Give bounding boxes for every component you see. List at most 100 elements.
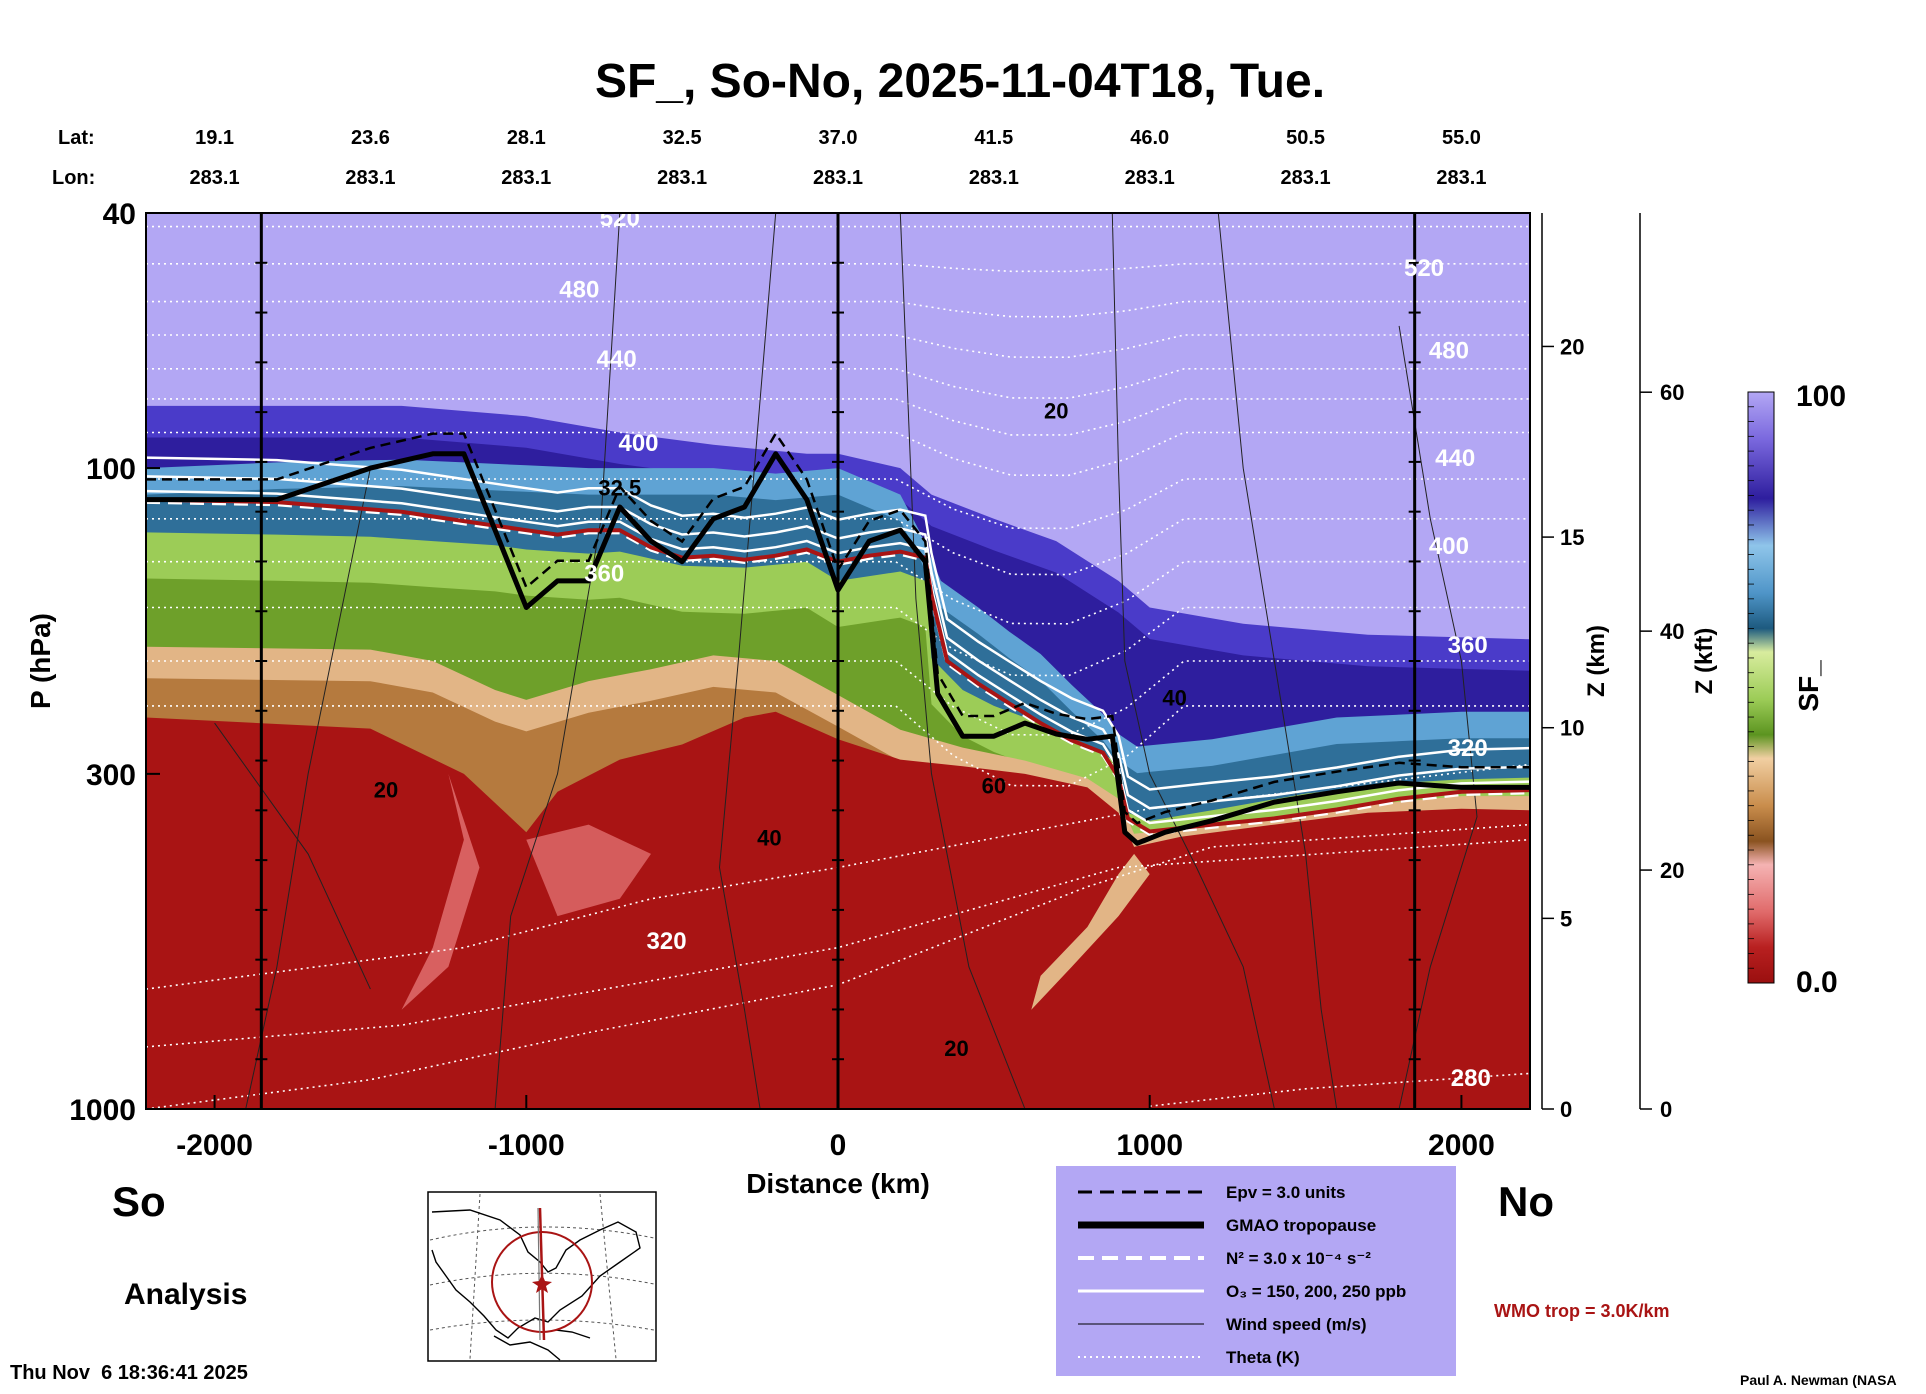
wind-label: 20 [944, 1036, 968, 1061]
wind-label: 20 [374, 778, 398, 803]
lon-value: 283.1 [501, 167, 551, 189]
z-km-tick-label: 10 [1560, 716, 1584, 741]
z-kft-tick-label: 20 [1660, 858, 1684, 883]
wind-label: 40 [757, 825, 781, 850]
z-kft-axis-label: Z (kft) [1691, 628, 1718, 695]
y-tick-label: 1000 [69, 1094, 136, 1127]
z-kft-tick-label: 40 [1660, 619, 1684, 644]
sf-pink-blob-1 [401, 773, 480, 1010]
theta-label: 440 [1435, 445, 1475, 472]
colorbar-max-label: 100 [1796, 380, 1846, 413]
y-tick-label: 300 [86, 759, 136, 792]
x-tick-label: 0 [830, 1129, 847, 1162]
lat-value: 41.5 [974, 127, 1013, 149]
legend-entry-label: Epv = 3.0 units [1226, 1183, 1346, 1202]
theta-label: 440 [597, 346, 637, 373]
x-tick-label: 2000 [1428, 1129, 1495, 1162]
legend-entry-label: Wind speed (m/s) [1226, 1315, 1367, 1334]
x-tick-label: -2000 [176, 1129, 253, 1162]
theta-label: 480 [1429, 338, 1469, 365]
sf-tan-tongue [1031, 853, 1150, 1010]
legend-entry-label: GMAO tropopause [1226, 1216, 1376, 1235]
theta-label: 520 [1404, 255, 1444, 282]
z-km-axis-label: Z (km) [1583, 625, 1610, 697]
section-vertical-lines [255, 213, 1421, 1109]
lat-label: Lat: [58, 127, 95, 149]
lat-value: 46.0 [1130, 127, 1169, 149]
ozone-contour [146, 456, 1530, 791]
wind-label: 32.5 [598, 475, 641, 500]
lon-value: 283.1 [813, 167, 863, 189]
sf-pink-blob-2 [526, 824, 651, 917]
legend-box [1056, 1166, 1456, 1376]
y-axis-label: P (hPa) [25, 613, 56, 709]
wind-label: 40 [1162, 686, 1186, 711]
theta-label: 360 [584, 561, 624, 588]
lon-value: 283.1 [969, 167, 1019, 189]
legend: Epv = 3.0 units GMAO tropopause N² = 3.0 x… [1056, 1166, 1456, 1376]
location-map [427, 1191, 657, 1362]
colorbar-ticks [1748, 406, 1754, 969]
lon-value: 283.1 [1281, 167, 1331, 189]
lon-value: 283.1 [1436, 167, 1486, 189]
wind-label: 60 [982, 773, 1006, 798]
legend-entry-label: Theta (K) [1226, 1348, 1300, 1367]
credit-label: Paul A. Newman (NASA [1740, 1372, 1897, 1388]
wind-contour [899, 213, 1026, 1109]
lat-value: 55.0 [1442, 127, 1481, 149]
theta-label: 400 [618, 430, 658, 457]
lat-value: 50.5 [1286, 127, 1325, 149]
lon-label: Lon: [52, 167, 95, 189]
contour-labels: 520 480 440 400 360 320 520 480 440 400 360 320 280 2… [374, 205, 1491, 1092]
analysis-label: Analysis [124, 1278, 247, 1311]
colorbar-min-label: 0.0 [1796, 966, 1838, 999]
lon-value: 283.1 [657, 167, 707, 189]
theta-label: 480 [559, 277, 599, 304]
wind-contour [1111, 213, 1275, 1109]
z-kft-tick-label: 0 [1660, 1097, 1672, 1122]
map-coastline [431, 1209, 641, 1339]
map-section-line-grey [537, 1207, 541, 1341]
wind-contour [1217, 213, 1338, 1109]
theta-label: 360 [1448, 632, 1488, 659]
z-kft-tick-label: 60 [1660, 380, 1684, 405]
lat-lon-row: Lat: Lon: 19.1 283.1 23.6 283.1 28.1 283.1 32.5 2… [52, 127, 1486, 189]
colorbar-label: SF_ [1793, 660, 1824, 712]
lat-value: 19.1 [195, 127, 234, 149]
wind-contour [718, 213, 777, 1109]
y-tick-label: 100 [86, 453, 136, 486]
z-km-tick-label: 0 [1560, 1097, 1572, 1122]
north-label: No [1498, 1178, 1554, 1225]
map-graticule [429, 1193, 655, 1360]
theta-label: 520 [600, 205, 640, 232]
legend-entry-label: N² = 3.0 x 10⁻⁴ s⁻² [1226, 1249, 1371, 1268]
wind-contour [494, 213, 621, 1109]
lon-value: 283.1 [190, 167, 240, 189]
theta-contour-lower [146, 838, 1530, 1048]
map-range-circle [491, 1231, 593, 1333]
map-center-star [532, 1274, 552, 1293]
legend-entry-label: O₃ = 150, 200, 250 ppb [1226, 1282, 1406, 1301]
z-km-tick-label: 15 [1560, 525, 1584, 550]
ozone-contour [146, 489, 1530, 825]
z-km-tick-label: 20 [1560, 334, 1584, 359]
lat-value: 32.5 [663, 127, 702, 149]
wmo-label: WMO trop = 3.0K/km [1494, 1301, 1670, 1321]
timestamp-label: Thu Nov 6 18:36:41 2025 [10, 1362, 248, 1384]
tropopause-lines [146, 431, 1530, 846]
lat-value: 23.6 [351, 127, 390, 149]
wind-contour [1398, 325, 1478, 1109]
y-tick-label: 40 [103, 198, 136, 231]
theta-label: 280 [1451, 1065, 1491, 1092]
x-tick-label: -1000 [488, 1129, 565, 1162]
south-label: So [112, 1178, 166, 1225]
lon-value: 283.1 [345, 167, 395, 189]
lon-value: 283.1 [1125, 167, 1175, 189]
map-coastline-south [493, 1329, 591, 1361]
chart-title: SF_, So-No, 2025-11-04T18, Tue. [595, 55, 1325, 108]
theta-label: 400 [1429, 533, 1469, 560]
lat-value: 37.0 [819, 127, 858, 149]
plot-area: 520 480 440 400 360 320 520 480 440 400 360 320 280 2… [146, 205, 1530, 1109]
wind-contours [214, 213, 1478, 1109]
